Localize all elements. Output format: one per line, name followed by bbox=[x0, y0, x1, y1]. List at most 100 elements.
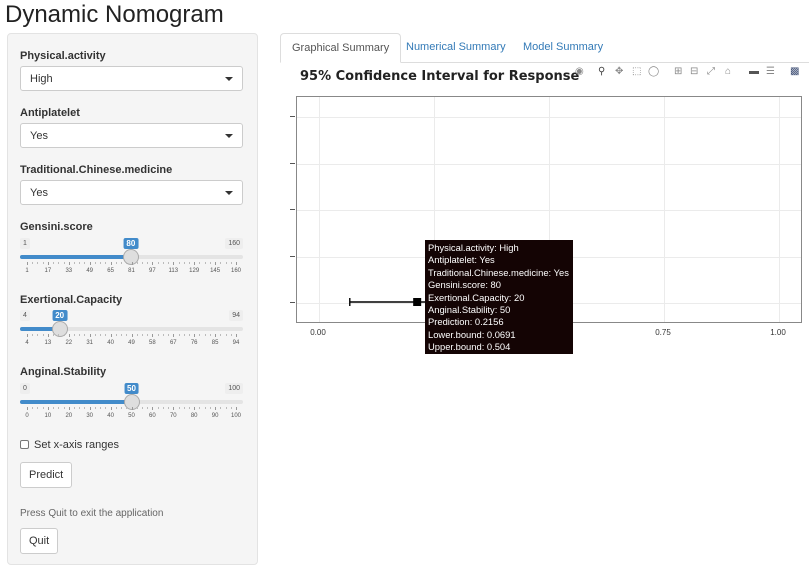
slider-minor-tick bbox=[63, 407, 65, 409]
slider-value: 20 bbox=[52, 310, 68, 321]
slider-tick bbox=[68, 262, 70, 265]
x-range-checkbox-row[interactable]: Set x-axis ranges bbox=[20, 439, 119, 451]
slider-minor-tick bbox=[121, 262, 123, 264]
slider-minor-tick bbox=[162, 407, 164, 409]
slider-minor-tick bbox=[37, 262, 39, 264]
slider-minor-tick bbox=[100, 407, 102, 409]
slider-minor-tick bbox=[141, 334, 143, 336]
lasso-icon[interactable]: ◯ bbox=[648, 66, 660, 77]
box-select-icon[interactable]: ⬚ bbox=[632, 66, 642, 77]
slider-tick-label: 40 bbox=[107, 413, 114, 419]
y-tick bbox=[290, 209, 295, 210]
slider-minor-tick bbox=[183, 262, 185, 264]
tooltip-line: Upper.bound: 0.504 bbox=[428, 341, 511, 353]
anginal-slider[interactable]: 0 100 50 0 10 20 30 40 50 60 70 80 90 100 bbox=[20, 383, 243, 428]
slider-minor-tick bbox=[220, 407, 222, 409]
slider-tick bbox=[215, 407, 217, 410]
gensini-slider[interactable]: 1 160 80 1 17 33 49 65 81 97 113 129 145 160 bbox=[20, 238, 243, 283]
tooltip-line: Traditional.Chinese.medicine: Yes bbox=[428, 266, 569, 278]
predict-button[interactable]: Predict bbox=[20, 462, 73, 488]
tcm-label: Traditional.Chinese.medicine bbox=[20, 164, 173, 176]
physical-activity-select[interactable]: High bbox=[20, 66, 243, 91]
grid-line bbox=[297, 117, 801, 118]
slider-minor-tick bbox=[183, 334, 185, 336]
zoom-in-icon[interactable]: ⊞ bbox=[674, 66, 683, 77]
slider-tick bbox=[27, 407, 28, 410]
slider-minor-tick bbox=[162, 334, 164, 336]
slider-minor-tick bbox=[157, 262, 159, 264]
tab-numerical-summary[interactable]: Numerical Summary bbox=[406, 41, 506, 53]
slider-tick bbox=[47, 334, 49, 337]
grid-line bbox=[319, 97, 320, 322]
slider-minor-tick bbox=[220, 334, 222, 336]
tab-model-summary[interactable]: Model Summary bbox=[523, 41, 604, 53]
slider-minor-tick bbox=[32, 407, 34, 409]
slider-tick-label: 97 bbox=[149, 268, 156, 274]
slider-minor-tick bbox=[147, 334, 149, 336]
slider-tick bbox=[110, 262, 112, 265]
tooltip-line: Antiplatelet: Yes bbox=[428, 254, 495, 266]
slider-tick bbox=[131, 334, 133, 337]
slider-tick-label: 30 bbox=[86, 413, 94, 419]
slider-tick-label: 49 bbox=[128, 340, 135, 346]
slider-tick bbox=[89, 262, 91, 265]
slider-minor-tick bbox=[53, 334, 55, 336]
pan-icon[interactable]: ✥ bbox=[615, 66, 624, 77]
slider-handle[interactable] bbox=[51, 321, 68, 337]
slider-max-label: 94 bbox=[229, 310, 243, 321]
zoom-out-icon[interactable]: ⊟ bbox=[690, 66, 699, 77]
slider-minor-tick bbox=[105, 334, 107, 336]
slider-minor-tick bbox=[32, 334, 34, 336]
slider-track[interactable] bbox=[20, 327, 243, 331]
slider-tick-label: 145 bbox=[210, 268, 221, 274]
slider-max-label: 160 bbox=[225, 238, 243, 249]
tcm-select[interactable]: Yes bbox=[20, 180, 243, 205]
slider-minor-tick bbox=[188, 334, 190, 336]
antiplatelet-select[interactable]: Yes bbox=[20, 123, 243, 148]
slider-minor-tick bbox=[115, 334, 117, 336]
slider-minor-tick bbox=[136, 407, 138, 409]
slider-fill bbox=[20, 327, 60, 331]
slider-tick bbox=[131, 407, 133, 410]
slider-minor-tick bbox=[209, 262, 211, 264]
slider-min-label: 1 bbox=[20, 238, 30, 249]
y-tick bbox=[290, 116, 295, 117]
slider-minor-tick bbox=[168, 262, 170, 264]
reset-icon[interactable]: ⌂ bbox=[725, 66, 732, 77]
spike-icon[interactable]: ▬ bbox=[749, 66, 759, 77]
slider-fill bbox=[20, 400, 132, 404]
slider-tick bbox=[47, 407, 49, 410]
compare-icon[interactable]: ☰ bbox=[766, 66, 775, 77]
slider-tick bbox=[131, 262, 133, 265]
slider-tick-label: 85 bbox=[211, 340, 219, 346]
grid-line bbox=[779, 97, 780, 322]
exertional-slider[interactable]: 4 94 20 4 13 22 31 40 49 58 67 76 85 94 bbox=[20, 310, 243, 355]
slider-minor-tick bbox=[58, 262, 60, 264]
plotly-logo-icon[interactable]: ▩ bbox=[790, 66, 800, 77]
slider-tick-label: 81 bbox=[128, 268, 135, 274]
slider-tick-label: 94 bbox=[232, 340, 240, 346]
x-range-checkbox[interactable] bbox=[20, 440, 29, 449]
slider-minor-tick bbox=[32, 262, 34, 264]
gensini-label: Gensini.score bbox=[20, 221, 93, 233]
quit-button[interactable]: Quit bbox=[20, 528, 59, 554]
slider-tick-label: 100 bbox=[230, 413, 242, 419]
camera-icon[interactable]: ◉ bbox=[575, 66, 584, 77]
grid-line bbox=[297, 164, 801, 165]
slider-minor-tick bbox=[225, 262, 227, 264]
autoscale-icon[interactable]: ⤢ bbox=[707, 66, 715, 77]
slider-tick bbox=[68, 407, 70, 410]
zoom-icon[interactable]: ⚲ bbox=[598, 66, 606, 77]
slider-minor-tick bbox=[178, 262, 180, 264]
tab-graphical-summary[interactable]: Graphical Summary bbox=[280, 33, 402, 63]
slider-minor-tick bbox=[79, 262, 81, 264]
slider-minor-tick bbox=[141, 407, 143, 409]
slider-tick-label: 113 bbox=[168, 268, 179, 274]
slider-minor-tick bbox=[188, 262, 190, 264]
slider-minor-tick bbox=[42, 262, 44, 264]
y-tick bbox=[290, 163, 295, 164]
hover-tooltip: Physical.activity: High Antiplatelet: Ye… bbox=[425, 240, 573, 354]
tcm-value: Yes bbox=[30, 187, 48, 199]
slider-tick-label: 90 bbox=[211, 413, 219, 419]
slider-handle[interactable] bbox=[122, 249, 139, 265]
